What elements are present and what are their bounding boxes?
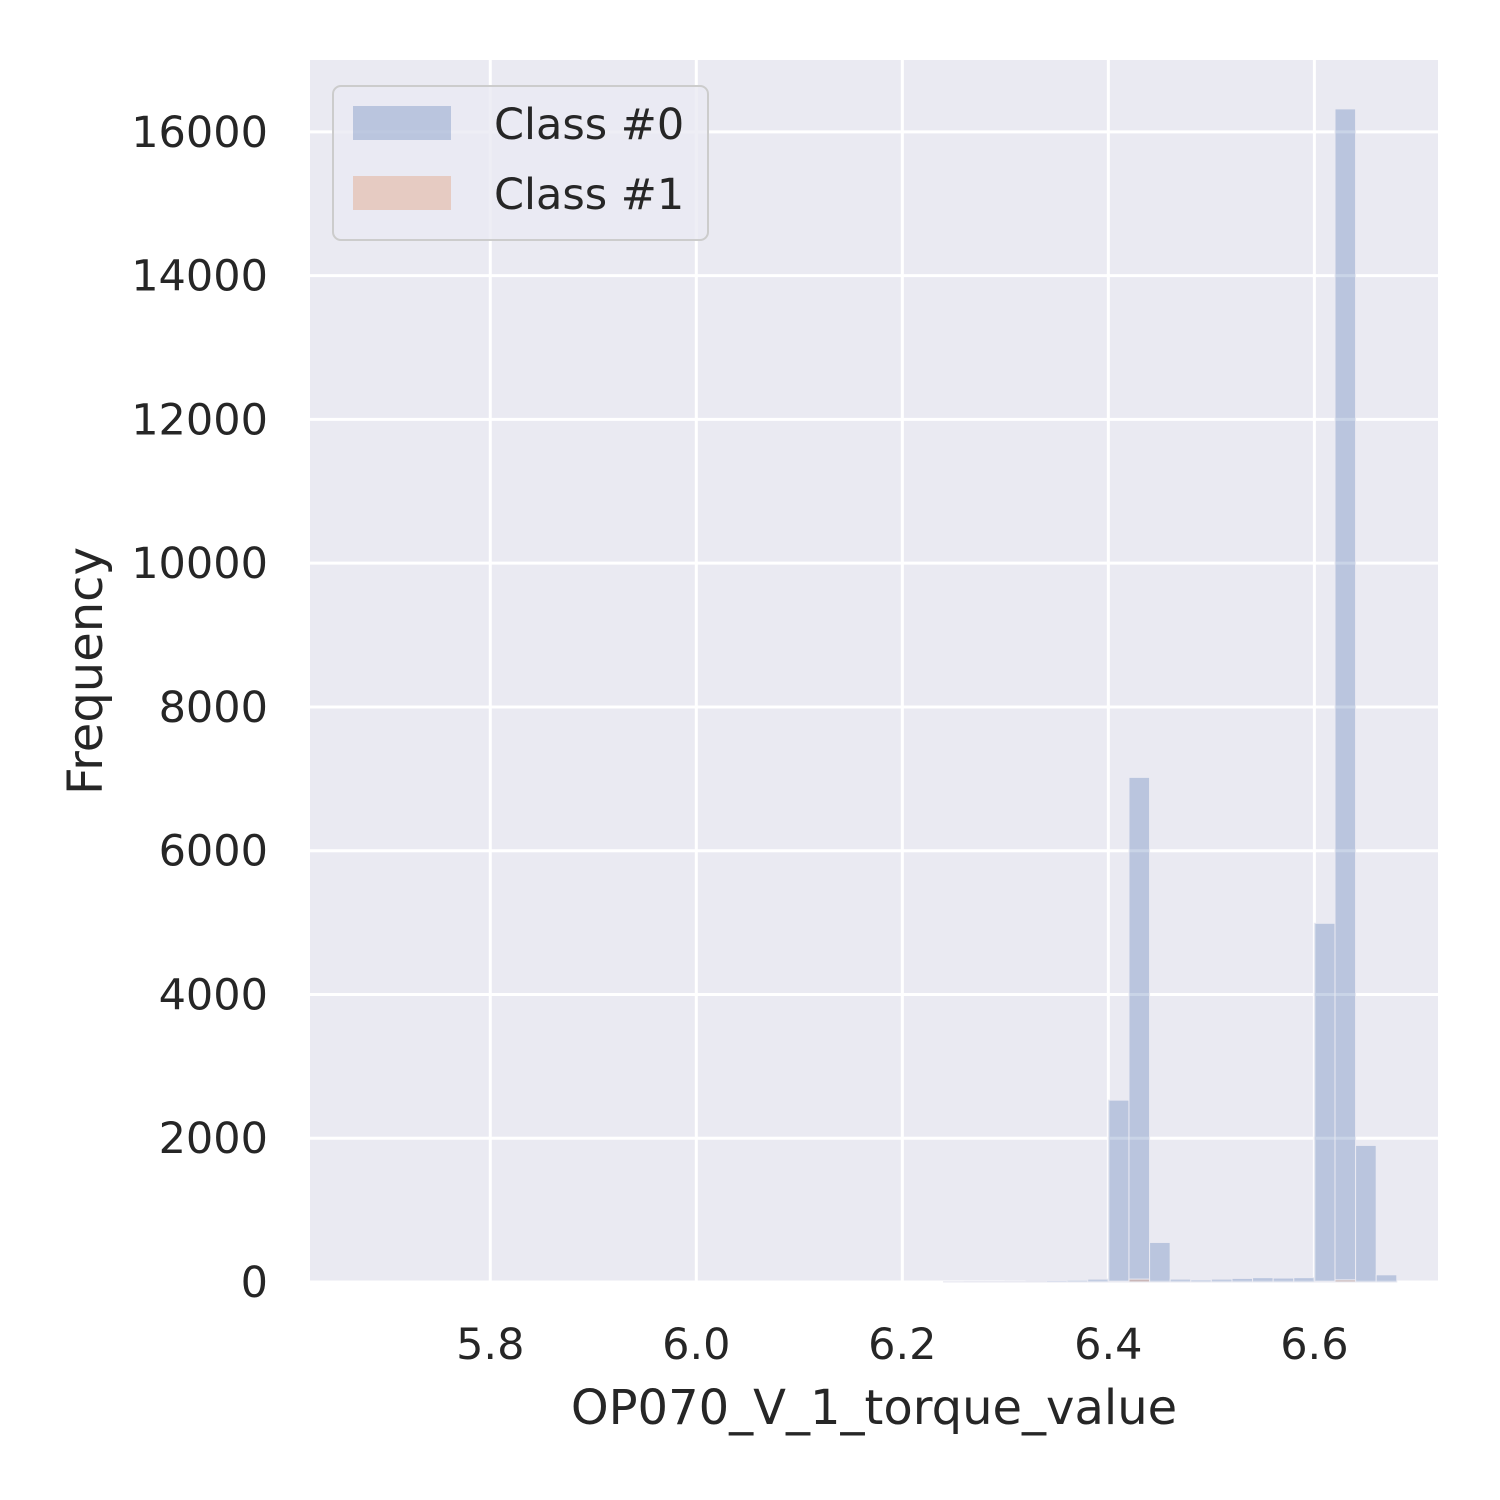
y-tick-label: 4000 (159, 970, 268, 1020)
histogram-bar-class-0 (1046, 1280, 1068, 1283)
histogram-bar-class-0 (1149, 1241, 1171, 1283)
grid-lines (310, 60, 1438, 1284)
histogram-bar-class-1 (1313, 1280, 1336, 1283)
y-tick-label: 6000 (159, 827, 268, 877)
y-tick-label: 8000 (159, 683, 268, 733)
histogram-bar-class-1 (1107, 1280, 1130, 1283)
histogram-bar-class-0 (1231, 1277, 1254, 1283)
histogram-bar-class-0 (1004, 1280, 1027, 1283)
y-tick-label: 16000 (131, 108, 268, 158)
histogram-bar-class-1 (1128, 1278, 1151, 1283)
x-tick-label: 6.2 (868, 1320, 936, 1370)
legend: Class #0 Class #1 (332, 85, 709, 241)
histogram-bar-class-0 (963, 1280, 986, 1283)
x-tick-label: 6.6 (1280, 1320, 1348, 1370)
x-axis-label: OP070_V_1_torque_value (571, 1380, 1177, 1436)
histogram-bar-class-0 (1355, 1144, 1377, 1283)
x-tick-labels: 5.8 6.0 6.2 6.4 6.6 (456, 1320, 1349, 1370)
histogram-bar-class-0 (1025, 1280, 1048, 1283)
y-tick-label: 10000 (131, 539, 268, 589)
histogram-bar-class-0 (984, 1280, 1006, 1283)
histogram-bar-class-0 (1210, 1278, 1233, 1283)
histogram-bar-class-0 (1272, 1277, 1295, 1283)
histogram-bar-class-0 (1107, 1099, 1130, 1283)
histogram-bar-class-0 (1334, 108, 1357, 1283)
histogram-bar-class-0 (1375, 1274, 1398, 1283)
histogram-bar-class-0 (1252, 1277, 1274, 1283)
histogram-bar-class-0 (1293, 1277, 1315, 1283)
legend-label-class-1: Class #1 (494, 170, 684, 220)
legend-swatch-class-1 (353, 176, 451, 210)
y-tick-label: 2000 (159, 1114, 268, 1164)
histogram-bar-class-0 (1066, 1279, 1089, 1283)
histogram-bar-class-0 (1087, 1278, 1109, 1283)
y-tick-labels: 0 2000 4000 6000 8000 10000 12000 14000 16000 (131, 108, 268, 1308)
histogram-bar-class-0 (1190, 1279, 1212, 1283)
histogram-bar-class-1 (1334, 1279, 1357, 1283)
y-axis-label: Frequency (58, 547, 114, 795)
bars-group (943, 108, 1398, 1283)
legend-label-class-0: Class #0 (494, 100, 684, 150)
x-tick-label: 6.0 (662, 1320, 730, 1370)
y-tick-label: 0 (241, 1258, 268, 1308)
x-tick-label: 5.8 (456, 1320, 524, 1370)
histogram-bar-class-0 (1128, 776, 1151, 1283)
legend-swatch-class-0 (353, 106, 451, 140)
y-tick-label: 14000 (131, 252, 268, 302)
plot-background (310, 60, 1438, 1282)
y-tick-label: 12000 (131, 395, 268, 445)
legend-box (332, 85, 709, 241)
x-tick-label: 6.4 (1074, 1320, 1142, 1370)
histogram-bar-class-0 (1169, 1278, 1192, 1283)
histogram-bar-class-0 (1313, 922, 1336, 1283)
